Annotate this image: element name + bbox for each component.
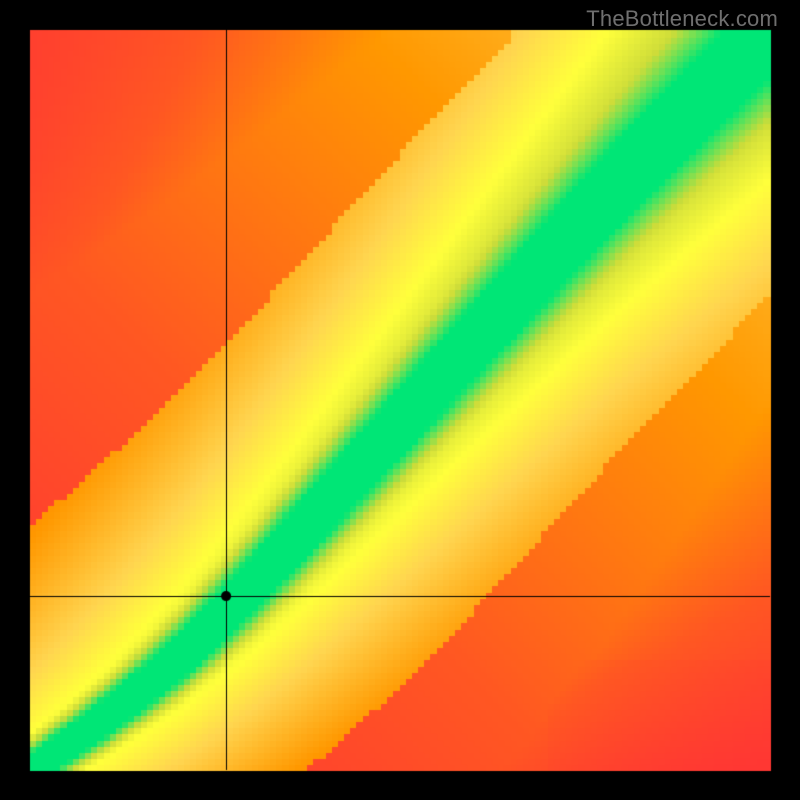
figure-root: TheBottleneck.com — [0, 0, 800, 800]
bottleneck-heatmap — [0, 0, 800, 800]
watermark-label: TheBottleneck.com — [586, 6, 778, 32]
